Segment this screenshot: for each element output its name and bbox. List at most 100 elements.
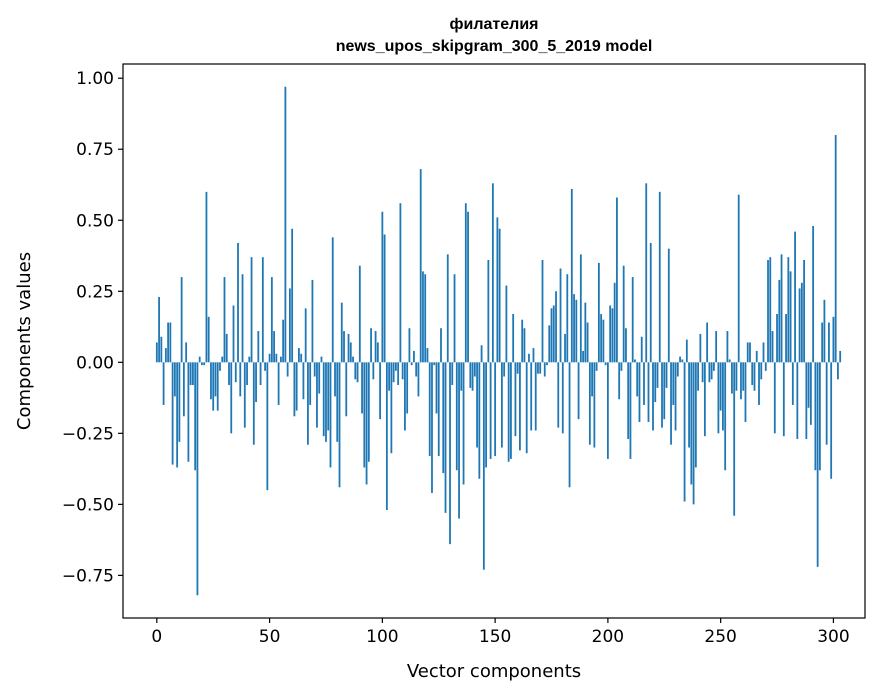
y-axis-ticks: 1.00 0.75 0.50 0.25 0.00 −0.25 −0.50 −0.75	[62, 69, 123, 586]
bar	[424, 274, 427, 363]
bar	[223, 277, 226, 363]
bar	[516, 362, 519, 374]
bar	[408, 328, 411, 363]
bar	[349, 342, 352, 363]
bar	[167, 322, 169, 363]
bar	[340, 302, 343, 363]
bar	[198, 356, 201, 363]
bar	[257, 331, 260, 363]
bar	[252, 362, 255, 445]
bar	[584, 302, 587, 363]
bar	[681, 359, 684, 363]
bar	[733, 362, 736, 516]
bar	[230, 362, 233, 434]
bar	[329, 362, 332, 468]
bar	[672, 362, 675, 405]
bar	[300, 353, 303, 363]
bar	[534, 362, 537, 431]
bar	[722, 362, 724, 431]
bar	[266, 362, 269, 491]
x-tick-label: 50	[259, 627, 281, 647]
bar	[354, 362, 357, 380]
bar	[523, 328, 526, 363]
bar	[683, 362, 686, 502]
bar	[570, 189, 573, 363]
bar	[426, 348, 429, 363]
bar	[363, 362, 366, 468]
bar	[473, 362, 476, 377]
bar	[270, 277, 273, 363]
bar	[568, 362, 571, 488]
bar	[169, 322, 172, 363]
bar	[724, 362, 727, 471]
bar	[234, 362, 237, 383]
bar	[814, 362, 817, 471]
bar	[433, 362, 436, 366]
bar	[566, 274, 569, 363]
bar	[392, 362, 395, 383]
y-axis-label: Components values	[14, 252, 35, 430]
bar	[561, 362, 564, 434]
bar	[593, 362, 596, 448]
bar	[735, 362, 738, 391]
bar	[288, 288, 291, 363]
bar	[600, 314, 603, 363]
bar	[602, 319, 605, 363]
bar	[618, 362, 621, 400]
bar	[837, 362, 839, 380]
bar	[751, 362, 754, 386]
bar	[440, 328, 442, 363]
bar	[394, 362, 397, 371]
bar	[334, 362, 336, 397]
bar	[579, 254, 582, 363]
bar	[794, 231, 796, 363]
bar	[210, 362, 212, 400]
bar	[773, 362, 776, 434]
bar	[496, 217, 499, 363]
y-tick-label: 0.25	[76, 282, 114, 302]
bar	[293, 362, 296, 417]
bar	[690, 362, 693, 485]
bar	[435, 362, 438, 414]
bar	[268, 353, 271, 363]
bar	[548, 325, 551, 363]
bar	[275, 353, 278, 363]
x-tick-label: 0	[151, 627, 162, 647]
bar	[381, 211, 384, 363]
bar	[701, 362, 704, 383]
bar	[552, 305, 555, 363]
bar	[616, 197, 618, 363]
bar	[302, 362, 305, 400]
bar	[160, 336, 163, 363]
bar	[800, 282, 803, 363]
bar	[604, 362, 607, 366]
bar	[505, 285, 508, 363]
bar	[485, 362, 487, 468]
bar	[798, 288, 801, 363]
bar	[248, 356, 251, 363]
bar	[489, 362, 492, 459]
bar	[431, 362, 433, 493]
bar	[453, 274, 456, 363]
bar	[586, 322, 589, 363]
bar	[216, 362, 219, 411]
bar	[640, 336, 643, 363]
bar	[692, 362, 695, 505]
bar	[325, 362, 327, 442]
bar	[767, 260, 769, 363]
bar	[358, 265, 361, 363]
plot-frame	[122, 63, 866, 619]
bar	[462, 362, 465, 485]
bar	[385, 362, 388, 511]
bar	[665, 362, 668, 388]
bar	[791, 362, 794, 405]
bar	[507, 362, 510, 462]
bar	[620, 362, 623, 371]
bar	[595, 362, 598, 371]
bar	[401, 362, 404, 380]
bar	[825, 362, 828, 445]
bar	[451, 362, 454, 386]
bar	[629, 362, 632, 459]
bar	[559, 268, 562, 363]
